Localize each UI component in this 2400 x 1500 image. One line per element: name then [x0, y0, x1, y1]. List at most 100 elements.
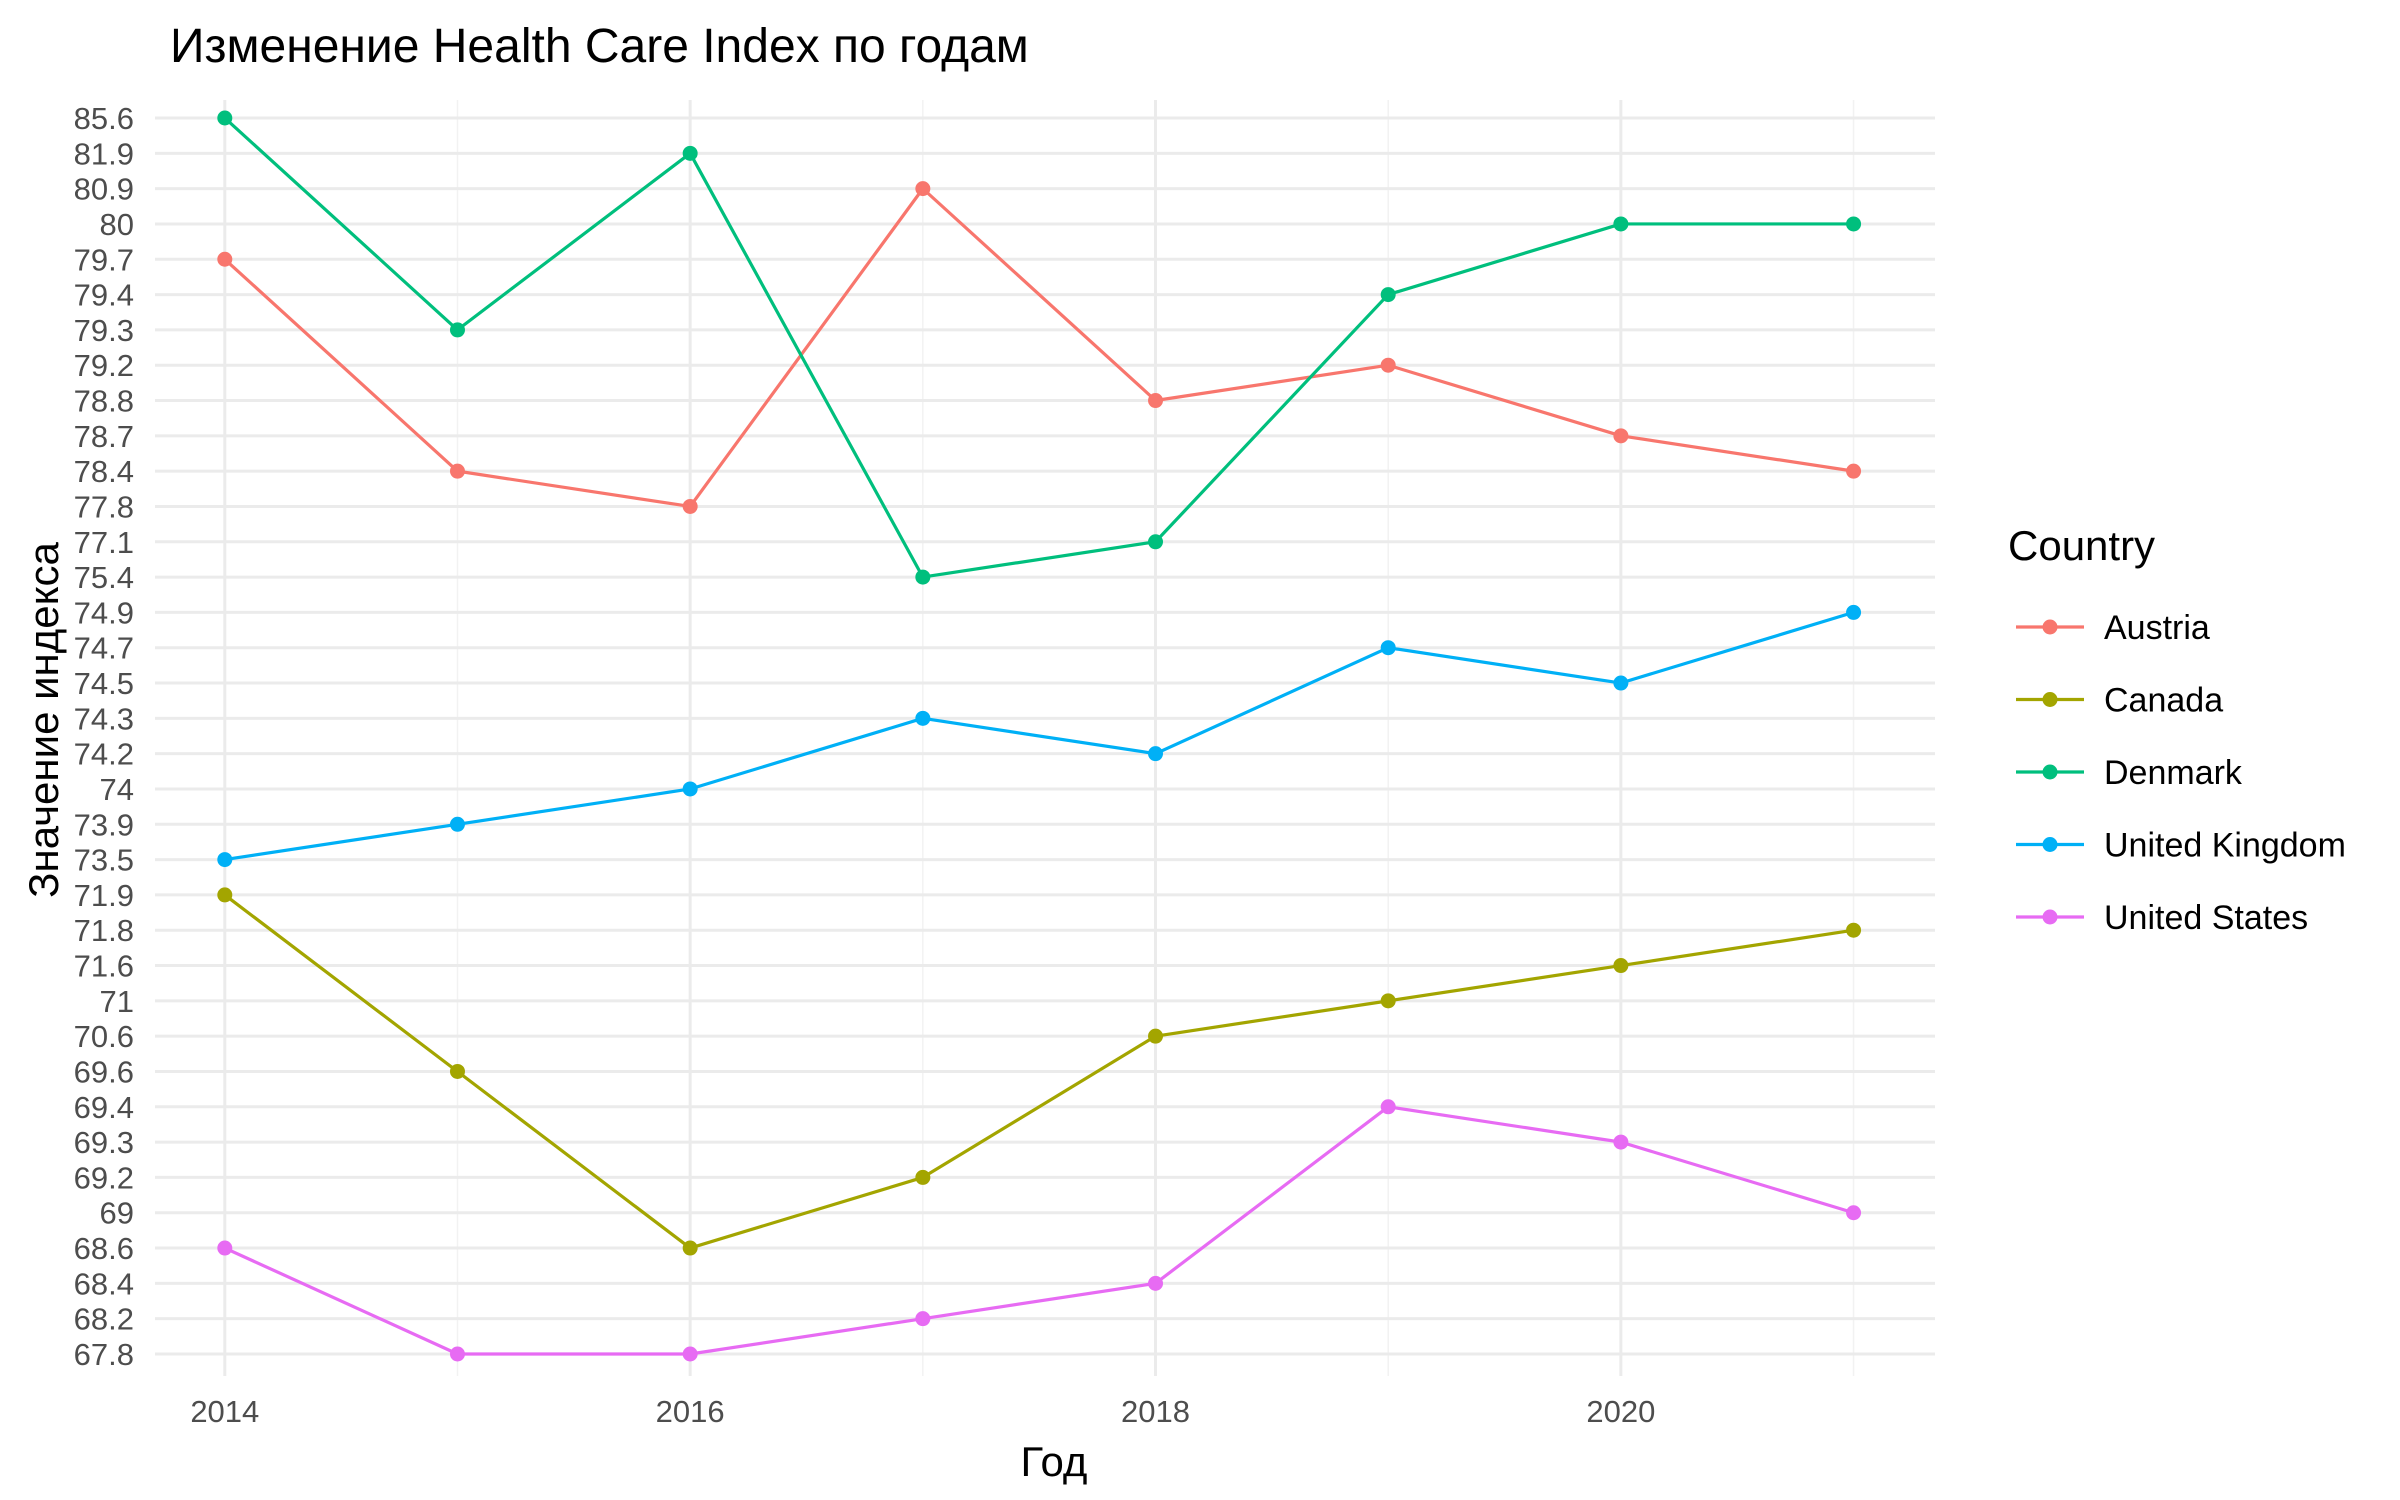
x-tick-label: 2018: [1121, 1394, 1190, 1429]
grid: [155, 100, 1935, 1376]
y-tick-label: 69.2: [74, 1160, 134, 1195]
data-point-denmark: [682, 145, 698, 161]
y-tick-label: 79.7: [74, 242, 134, 277]
data-point-canada: [1846, 922, 1862, 938]
data-point-denmark: [1613, 216, 1629, 232]
y-tick-label: 79.3: [74, 313, 134, 348]
y-tick-label: 68.2: [74, 1302, 134, 1337]
data-point-austria: [1613, 428, 1629, 444]
data-point-canada: [1380, 993, 1396, 1009]
data-point-united-kingdom: [1613, 675, 1629, 691]
y-tick-label: 69.3: [74, 1125, 134, 1160]
y-tick-label: 68.4: [74, 1266, 134, 1301]
data-point-denmark: [1380, 287, 1396, 303]
data-point-denmark: [915, 569, 931, 585]
data-point-united-kingdom: [1846, 604, 1862, 620]
series-line-united-kingdom: [224, 610, 1855, 862]
legend-title: Country: [2008, 522, 2155, 569]
data-point-canada: [1148, 1028, 1164, 1044]
y-tick-label: 74.9: [74, 595, 134, 630]
data-point-austria: [1380, 357, 1396, 373]
legend-label: Denmark: [2104, 754, 2243, 792]
legend-item-united-kingdom: United Kingdom: [2016, 827, 2346, 865]
x-tick-label: 2016: [656, 1394, 725, 1429]
y-tick-label: 80.9: [74, 172, 134, 207]
data-point-austria: [1148, 393, 1164, 409]
data-point-united-states: [1613, 1134, 1629, 1150]
y-tick-label: 77.8: [74, 489, 134, 524]
series-points: [217, 110, 1862, 1362]
y-tick-label: 81.9: [74, 136, 134, 171]
data-point-canada: [682, 1240, 698, 1256]
data-point-canada: [449, 1063, 465, 1079]
y-tick-label: 69: [100, 1196, 134, 1231]
legend-item-denmark: Denmark: [2016, 754, 2243, 792]
data-point-united-kingdom: [217, 852, 233, 868]
legend-key-point: [2042, 619, 2058, 635]
legend-item-austria: Austria: [2016, 609, 2210, 647]
y-tick-label: 68.6: [74, 1231, 134, 1266]
y-tick-label: 79.4: [74, 278, 134, 313]
y-tick-label: 75.4: [74, 560, 134, 595]
data-point-united-kingdom: [449, 816, 465, 832]
series-line-united-states: [224, 1105, 1855, 1356]
y-tick-label: 74.2: [74, 737, 134, 772]
x-axis-title: Год: [1021, 1438, 1088, 1485]
data-point-united-states: [1380, 1099, 1396, 1115]
y-tick-label: 74: [100, 772, 134, 807]
legend-key-point: [2042, 837, 2058, 852]
data-point-united-kingdom: [1148, 746, 1164, 762]
y-tick-label: 77.1: [74, 525, 134, 560]
y-axis-ticks: 67.868.268.468.66969.269.369.469.670.671…: [74, 101, 134, 1372]
data-point-united-states: [1148, 1275, 1164, 1291]
data-point-canada: [1613, 958, 1629, 974]
y-axis-title: Значение индекса: [20, 542, 67, 898]
y-tick-label: 69.6: [74, 1054, 134, 1089]
y-tick-label: 74.5: [74, 666, 134, 701]
y-tick-label: 80: [100, 207, 134, 242]
data-point-united-states: [682, 1346, 698, 1362]
legend-key-point: [2042, 909, 2058, 925]
data-point-united-kingdom: [915, 710, 931, 726]
data-point-canada: [915, 1169, 931, 1185]
y-tick-label: 73.5: [74, 843, 134, 878]
series-line-canada: [223, 893, 1854, 1250]
legend-key-point: [2042, 692, 2058, 707]
data-point-united-states: [1846, 1205, 1862, 1221]
y-tick-label: 67.8: [74, 1337, 134, 1372]
data-point-austria: [449, 463, 465, 479]
legend-label: United Kingdom: [2104, 827, 2346, 865]
legend-items: Austria Canada Denmark United Kingdom United…: [2016, 609, 2346, 937]
legend-key-point: [2042, 764, 2058, 780]
data-point-united-states: [915, 1311, 931, 1327]
series-line-denmark: [223, 116, 1854, 579]
y-tick-label: 71.8: [74, 913, 134, 948]
data-point-united-states: [217, 1240, 233, 1256]
y-tick-label: 69.4: [74, 1090, 134, 1125]
data-point-austria: [682, 498, 698, 514]
data-point-united-kingdom: [682, 781, 698, 797]
y-tick-label: 71.6: [74, 949, 134, 984]
y-tick-label: 73.9: [74, 807, 134, 842]
y-tick-label: 79.2: [74, 348, 134, 383]
series-lines: [223, 116, 1855, 1356]
y-tick-label: 78.8: [74, 384, 134, 419]
x-axis-ticks: 2014 2016 2018 2020: [190, 1394, 1655, 1429]
data-point-denmark: [1846, 216, 1862, 232]
series-line-austria: [223, 187, 1854, 509]
x-tick-label: 2020: [1586, 1394, 1655, 1429]
legend-label: Austria: [2104, 609, 2210, 647]
legend-label: Canada: [2104, 682, 2223, 720]
data-point-canada: [217, 887, 233, 903]
y-tick-label: 70.6: [74, 1019, 134, 1054]
data-point-denmark: [217, 110, 233, 126]
x-tick-label: 2014: [190, 1394, 259, 1429]
y-tick-label: 74.7: [74, 631, 134, 666]
y-tick-label: 71.9: [74, 878, 134, 913]
data-point-united-kingdom: [1380, 640, 1396, 656]
legend: Country Austria Canada Denmark United Kingd…: [2008, 522, 2346, 937]
y-tick-label: 71: [100, 984, 134, 1019]
y-tick-label: 78.7: [74, 419, 134, 454]
data-point-denmark: [1148, 534, 1164, 550]
